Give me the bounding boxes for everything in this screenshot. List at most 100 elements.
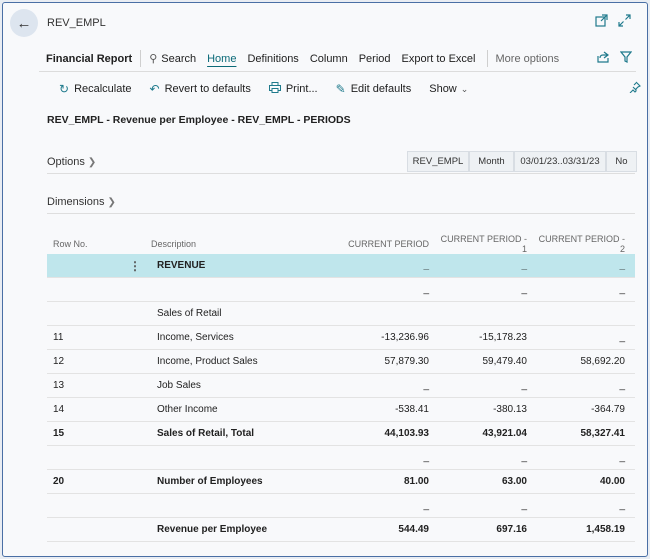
chevron-down-icon: ⌄ bbox=[460, 83, 469, 94]
cell-current-period-1: _ bbox=[521, 260, 527, 271]
cell-current-period: _ bbox=[423, 284, 429, 295]
options-label: Options bbox=[47, 156, 85, 168]
cell-row-no: 14 bbox=[53, 404, 65, 415]
cell-current-period-2: 1,458.19 bbox=[586, 524, 625, 535]
option-chip-period-type: Month bbox=[469, 151, 514, 172]
header-current-period-2[interactable]: CURRENT PERIOD - 2 bbox=[538, 233, 625, 254]
cell-current-period-1: 63.00 bbox=[501, 476, 527, 487]
cell-current-period: 81.00 bbox=[403, 476, 429, 487]
revert-label: Revert to defaults bbox=[164, 83, 251, 95]
show-dropdown[interactable]: Show ⌄ bbox=[429, 83, 468, 95]
cell-description: Sales of Retail, Total bbox=[157, 428, 255, 439]
table-row[interactable]: _ _ _ bbox=[47, 278, 635, 302]
menu-search[interactable]: ⚲ Search bbox=[149, 52, 196, 65]
action-bar: ↻ Recalculate ↶ Revert to defaults Print… bbox=[39, 75, 636, 103]
header-description[interactable]: Description bbox=[151, 238, 197, 249]
cell-current-period-2: _ bbox=[619, 380, 625, 391]
table-row[interactable]: ⋮ REVENUE _ _ _ bbox=[47, 254, 635, 278]
cell-current-period-1: _ bbox=[521, 500, 527, 511]
cell-current-period-1: _ bbox=[521, 284, 527, 295]
cell-row-no: 11 bbox=[53, 332, 64, 343]
edit-defaults-label: Edit defaults bbox=[350, 83, 412, 95]
table-row[interactable]: Sales of Retail bbox=[47, 302, 635, 326]
title-bar: ← REV_EMPL bbox=[3, 3, 647, 43]
cell-description: REVENUE bbox=[157, 260, 206, 271]
cell-current-period: _ bbox=[423, 452, 429, 463]
expand-icon[interactable] bbox=[616, 14, 632, 30]
cell-current-period: 57,879.30 bbox=[384, 356, 430, 367]
row-actions-icon[interactable]: ⋮ bbox=[129, 258, 141, 273]
table-row[interactable]: 12 Income, Product Sales 57,879.30 59,479.4… bbox=[47, 350, 635, 374]
menu-divider bbox=[140, 50, 142, 67]
dimensions-fasttab[interactable]: Dimensions ❯ bbox=[47, 196, 116, 208]
header-current-period-1[interactable]: CURRENT PERIOD - 1 bbox=[440, 233, 527, 254]
chevron-right-icon: ❯ bbox=[87, 157, 97, 168]
cell-row-no: 20 bbox=[53, 476, 65, 487]
dimensions-label: Dimensions bbox=[47, 196, 105, 208]
open-in-new-window-icon[interactable] bbox=[593, 14, 609, 30]
cell-current-period-2: 40.00 bbox=[599, 476, 625, 487]
cell-description: Income, Services bbox=[157, 332, 234, 343]
print-button[interactable]: Print... bbox=[268, 82, 318, 96]
cell-current-period: 544.49 bbox=[398, 524, 429, 535]
cell-description: Revenue per Employee bbox=[157, 524, 268, 535]
header-row-no[interactable]: Row No. bbox=[53, 238, 88, 249]
table-row[interactable]: 14 Other Income -538.41 -380.13 -364.79 bbox=[47, 398, 635, 422]
divider bbox=[47, 173, 635, 174]
cell-current-period: _ bbox=[423, 500, 429, 511]
cell-current-period-1: 59,479.40 bbox=[482, 356, 528, 367]
table-row[interactable]: 11 Income, Services -13,236.96 -15,178.23 _ bbox=[47, 326, 635, 350]
menu-export-to-excel[interactable]: Export to Excel bbox=[401, 52, 476, 65]
header-current-period[interactable]: CURRENT PERIOD bbox=[348, 238, 429, 249]
cell-current-period-2: _ bbox=[619, 284, 625, 295]
cell-description: Number of Employees bbox=[157, 476, 263, 487]
revert-to-defaults-button[interactable]: ↶ Revert to defaults bbox=[150, 82, 251, 96]
show-label: Show bbox=[429, 83, 457, 95]
cell-row-no: 15 bbox=[53, 428, 65, 439]
table-row[interactable]: 13 Job Sales _ _ _ bbox=[47, 374, 635, 398]
menu-right-icons bbox=[597, 51, 633, 66]
table-row[interactable]: 20 Number of Employees 81.00 63.00 40.00 bbox=[47, 470, 635, 494]
page-name: Financial Report bbox=[46, 52, 133, 65]
window-title: REV_EMPL bbox=[47, 17, 106, 29]
table-body: ⋮ REVENUE _ _ _ _ _ _ Sales of Retail 11 Income, S… bbox=[47, 254, 635, 542]
cell-current-period: 44,103.93 bbox=[384, 428, 430, 439]
menu-divider bbox=[486, 50, 488, 67]
cell-current-period: -13,236.96 bbox=[381, 332, 429, 343]
cell-current-period-1: -380.13 bbox=[493, 404, 527, 415]
table-row[interactable]: _ _ _ bbox=[47, 446, 635, 470]
menu-column[interactable]: Column bbox=[309, 52, 348, 65]
refresh-icon: ↻ bbox=[59, 82, 70, 96]
cell-current-period-2: _ bbox=[619, 332, 625, 343]
cell-description: Income, Product Sales bbox=[157, 356, 258, 367]
edit-defaults-button[interactable]: ✎ Edit defaults bbox=[336, 82, 412, 96]
filter-icon[interactable] bbox=[619, 51, 633, 66]
recalculate-button[interactable]: ↻ Recalculate bbox=[59, 82, 132, 96]
cell-current-period-1: _ bbox=[521, 452, 527, 463]
cell-current-period-2: 58,327.41 bbox=[580, 428, 626, 439]
cell-description: Other Income bbox=[157, 404, 218, 415]
back-button[interactable]: ← bbox=[10, 9, 38, 37]
menu-home[interactable]: Home bbox=[207, 52, 237, 65]
cell-description: Job Sales bbox=[157, 380, 201, 391]
menu-more-options[interactable]: More options bbox=[495, 52, 560, 65]
report-title: REV_EMPL - Revenue per Employee - REV_EM… bbox=[47, 114, 351, 126]
menu-period[interactable]: Period bbox=[358, 52, 391, 65]
menu-bar: Financial Report ⚲ Search Home Definition… bbox=[39, 46, 636, 72]
share-icon[interactable] bbox=[597, 51, 610, 66]
table-row[interactable]: Revenue per Employee 544.49 697.16 1,458.19 bbox=[47, 518, 635, 542]
options-fasttab[interactable]: Options ❯ bbox=[47, 156, 96, 168]
table-row[interactable]: 15 Sales of Retail, Total 44,103.93 43,921.… bbox=[47, 422, 635, 446]
cell-current-period-2: _ bbox=[619, 452, 625, 463]
cell-description: Sales of Retail bbox=[157, 308, 222, 319]
pin-icon[interactable] bbox=[629, 81, 641, 96]
cell-current-period-1: -15,178.23 bbox=[479, 332, 527, 343]
option-chip-date-filter: 03/01/23..03/31/23 bbox=[514, 151, 606, 172]
cell-current-period: -538.41 bbox=[395, 404, 429, 415]
table-row[interactable]: _ _ _ bbox=[47, 494, 635, 518]
printer-icon bbox=[268, 82, 281, 96]
menu-definitions[interactable]: Definitions bbox=[247, 52, 299, 65]
cell-row-no: 13 bbox=[53, 380, 65, 391]
cell-current-period-2: _ bbox=[619, 500, 625, 511]
